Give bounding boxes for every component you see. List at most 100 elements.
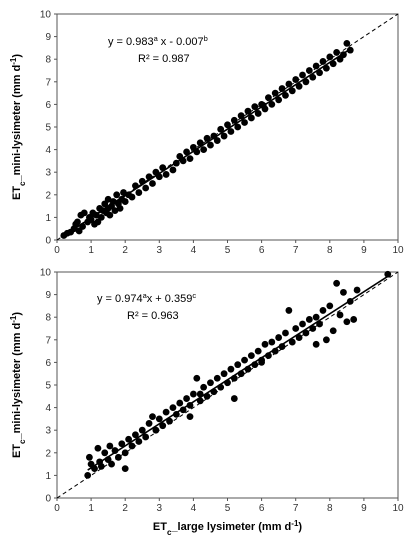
data-point <box>196 390 204 398</box>
equation-slope: y = 0.983 <box>108 36 154 48</box>
data-point <box>259 102 267 109</box>
data-point <box>288 87 296 95</box>
data-point <box>92 211 100 219</box>
data-point <box>142 184 150 192</box>
y-tick-label: 1 <box>45 213 51 224</box>
data-point <box>329 60 337 68</box>
data-point <box>247 352 255 360</box>
data-point <box>305 67 313 74</box>
data-point <box>79 223 86 230</box>
data-point <box>237 112 245 120</box>
data-point <box>142 433 150 441</box>
data-point <box>203 134 211 142</box>
data-point <box>265 352 272 360</box>
chart-top: 0 1 2 3 4 5 6 7 8 9 10 0 1 2 3 4 5 6 7 8 9 10 y = 0.983a x - 0… <box>9 10 404 257</box>
y-tick-label: 4 <box>45 145 51 156</box>
regression-line <box>87 275 389 471</box>
data-point <box>333 49 341 56</box>
x-tick-label: 4 <box>191 245 197 256</box>
y-tick-label: 2 <box>45 190 51 201</box>
data-point <box>224 379 231 387</box>
data-point <box>340 51 347 59</box>
data-point <box>179 157 187 165</box>
x-tick-label: 10 <box>392 245 404 256</box>
data-point <box>230 374 238 382</box>
data-point <box>193 374 201 382</box>
data-point <box>97 214 105 221</box>
data-point <box>251 103 259 111</box>
data-point <box>292 325 300 332</box>
data-point <box>384 270 392 278</box>
data-point <box>251 361 259 369</box>
data-point <box>265 94 272 102</box>
data-point <box>149 413 156 421</box>
data-point <box>203 392 211 400</box>
data-point <box>268 338 276 346</box>
data-point <box>207 379 214 387</box>
data-point <box>254 347 262 355</box>
data-point <box>220 132 228 140</box>
data-point <box>292 76 300 83</box>
data-point <box>97 462 105 470</box>
y-tick-label: 3 <box>45 168 51 179</box>
data-point <box>193 148 201 156</box>
data-point <box>183 395 190 402</box>
data-point <box>309 73 317 81</box>
data-point <box>322 64 330 72</box>
data-point <box>319 58 327 65</box>
data-point <box>196 139 204 147</box>
data-point <box>138 177 146 185</box>
data-point <box>271 347 279 355</box>
regression-equation: y = 0.983a x - 0.007b <box>108 34 208 49</box>
data-point <box>299 320 306 328</box>
data-point <box>288 338 296 346</box>
equation-sup-a: a <box>154 34 159 43</box>
x-tick-label: 5 <box>225 245 231 256</box>
data-point <box>278 343 286 350</box>
data-point <box>91 465 98 473</box>
equation-slope: y = 0.974 <box>97 293 143 305</box>
data-point <box>278 85 286 92</box>
x-tick-label: 7 <box>293 503 299 514</box>
data-point <box>282 329 289 337</box>
data-point <box>227 365 235 373</box>
data-point <box>145 420 153 427</box>
data-point <box>237 370 245 378</box>
data-point <box>258 359 265 366</box>
data-point <box>132 431 139 439</box>
x-tick-label: 2 <box>122 503 128 514</box>
data-point <box>340 288 347 296</box>
data-point <box>186 155 194 163</box>
data-point <box>128 193 136 201</box>
x-tick-label: 9 <box>361 245 367 256</box>
data-point <box>305 316 313 323</box>
x-tick-label: 4 <box>191 503 197 514</box>
data-point <box>118 440 126 448</box>
data-point <box>149 180 156 187</box>
data-point <box>145 173 153 181</box>
equation-sup-a: a <box>143 291 148 300</box>
data-point <box>113 191 121 199</box>
data-point <box>121 465 129 473</box>
data-point <box>302 78 310 86</box>
x-tick-label: 9 <box>361 503 367 514</box>
data-point <box>125 435 133 443</box>
y-tick-label: 0 <box>45 494 51 505</box>
y-tick-label: 6 <box>45 100 51 111</box>
data-point <box>282 91 289 99</box>
data-point <box>159 164 167 172</box>
y-tick-label: 0 <box>45 236 51 247</box>
data-point <box>220 370 228 378</box>
data-point <box>326 302 334 310</box>
y-tick-label: 5 <box>45 123 51 134</box>
data-point <box>166 417 173 425</box>
data-point <box>309 325 317 332</box>
data-point <box>162 171 170 178</box>
data-point <box>128 442 136 450</box>
data-point <box>155 415 163 423</box>
data-point <box>241 356 248 364</box>
data-point <box>247 114 255 122</box>
data-point <box>155 173 163 181</box>
data-point <box>106 211 114 219</box>
